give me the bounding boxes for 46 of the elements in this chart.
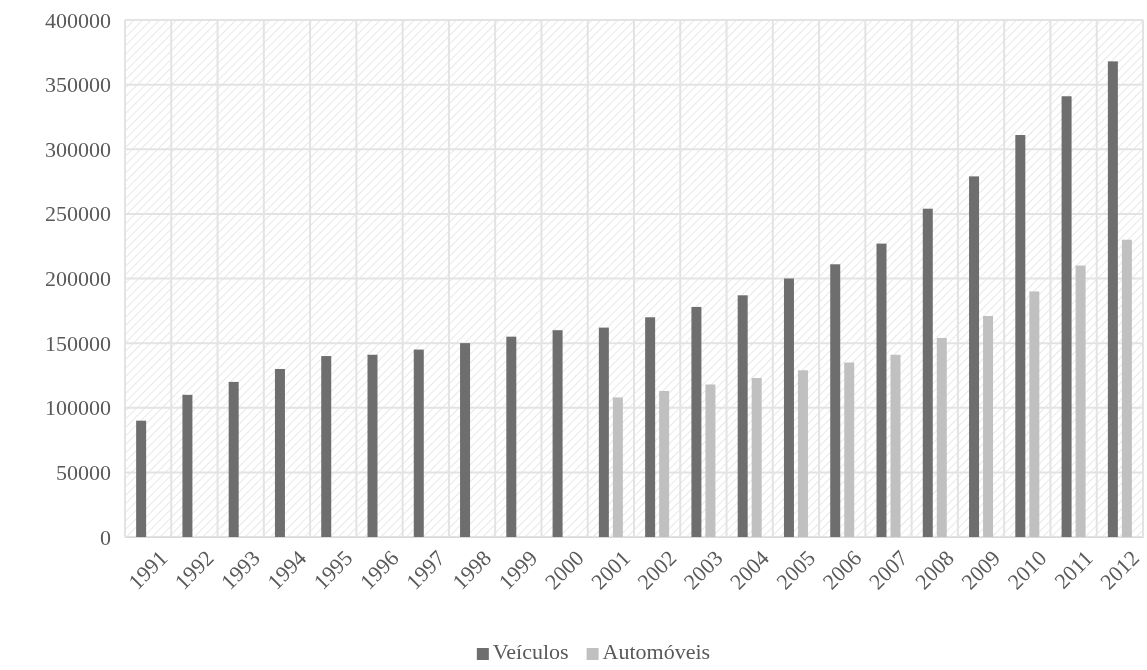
y-tick-label: 300000 <box>45 136 111 162</box>
bar <box>876 243 887 537</box>
bar <box>182 394 193 537</box>
bar <box>1075 265 1086 537</box>
bar <box>367 354 378 537</box>
y-tick-label: 50000 <box>56 459 111 485</box>
bar <box>413 349 424 537</box>
bar <box>1121 239 1132 537</box>
bar <box>797 370 808 537</box>
bar <box>645 317 656 537</box>
y-tick-label: 400000 <box>45 7 111 33</box>
bar <box>274 368 285 537</box>
x-tick-label: 2011 <box>1049 545 1098 594</box>
bar <box>1029 291 1040 537</box>
bar <box>136 420 147 537</box>
y-tick-label: 150000 <box>45 330 111 356</box>
bar <box>969 176 980 537</box>
bar <box>1061 96 1072 537</box>
bar <box>321 356 332 537</box>
bar <box>691 306 702 537</box>
y-tick-label: 250000 <box>45 201 111 227</box>
bar <box>552 330 563 537</box>
bar <box>751 378 762 537</box>
bar <box>506 336 517 537</box>
bar <box>612 397 623 537</box>
bar <box>936 337 947 537</box>
bar <box>460 343 471 537</box>
bar <box>598 327 609 537</box>
bar <box>659 390 670 537</box>
bar <box>844 362 855 537</box>
bar <box>228 381 239 537</box>
bar <box>983 315 994 537</box>
bar <box>1015 135 1026 537</box>
bar <box>830 264 841 537</box>
legend-label: Veículos <box>492 639 569 664</box>
legend-label: Automóveis <box>602 639 711 664</box>
bar <box>705 384 716 537</box>
bar <box>1107 61 1118 537</box>
y-tick-label: 0 <box>100 524 111 550</box>
bar <box>737 295 748 537</box>
y-tick-label: 350000 <box>45 72 111 98</box>
y-tick-label: 100000 <box>45 395 111 421</box>
bar <box>783 278 794 537</box>
y-tick-label: 200000 <box>45 266 111 292</box>
bar <box>922 208 933 537</box>
bar <box>890 354 901 537</box>
